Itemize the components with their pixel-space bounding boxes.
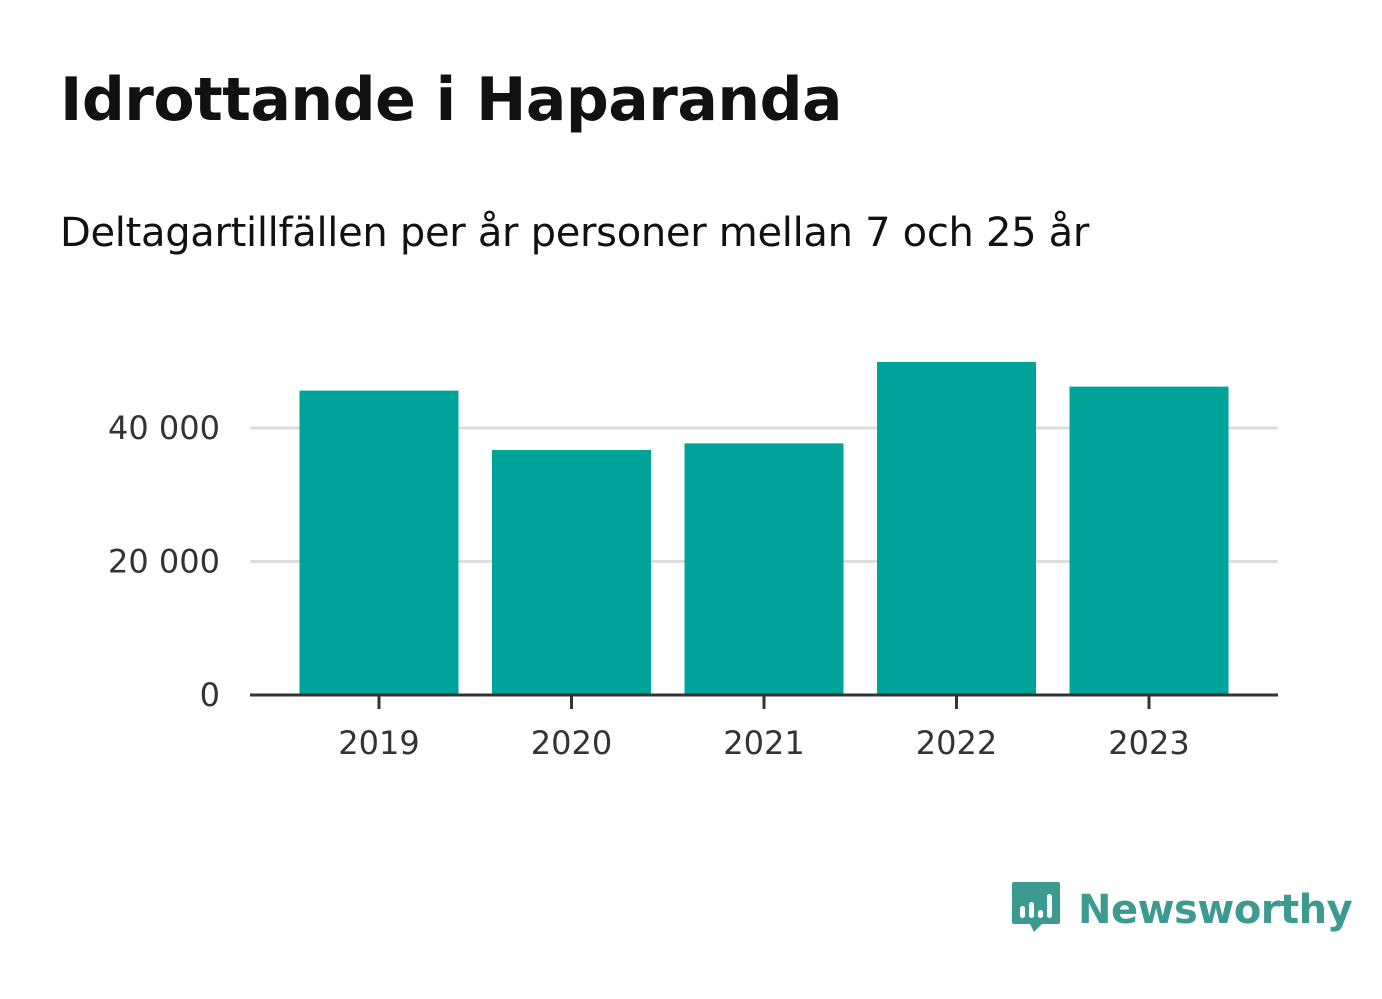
y-axis-labels: 0 20 000 40 000 [108, 409, 220, 714]
brand-name: Newsworthy [1078, 887, 1353, 933]
bars [299, 361, 1229, 695]
x-tick-label: 2023 [1108, 724, 1189, 762]
bar-2023 [1069, 386, 1229, 695]
y-tick-label: 40 000 [108, 409, 220, 447]
y-tick-label: 20 000 [108, 543, 220, 581]
newsworthy-logo-icon [1012, 882, 1060, 932]
y-tick-label: 0 [200, 676, 220, 714]
bar-2021 [684, 443, 844, 695]
x-tick-label: 2019 [338, 724, 419, 762]
x-tick-label: 2021 [723, 724, 804, 762]
bar-2019 [299, 390, 459, 695]
x-tick-label: 2022 [916, 724, 997, 762]
bar-2022 [877, 361, 1036, 695]
chart-subtitle: Deltagartillfällen per år personer mella… [60, 210, 1090, 256]
x-axis [250, 693, 1278, 709]
x-tick-label: 2020 [531, 724, 612, 762]
x-axis-labels: 2019 2020 2021 2022 2023 [338, 724, 1189, 762]
chart-title: Idrottande i Haparanda [60, 65, 843, 135]
bar-2020 [492, 450, 651, 695]
brand-logo: Newsworthy [1010, 878, 1353, 942]
